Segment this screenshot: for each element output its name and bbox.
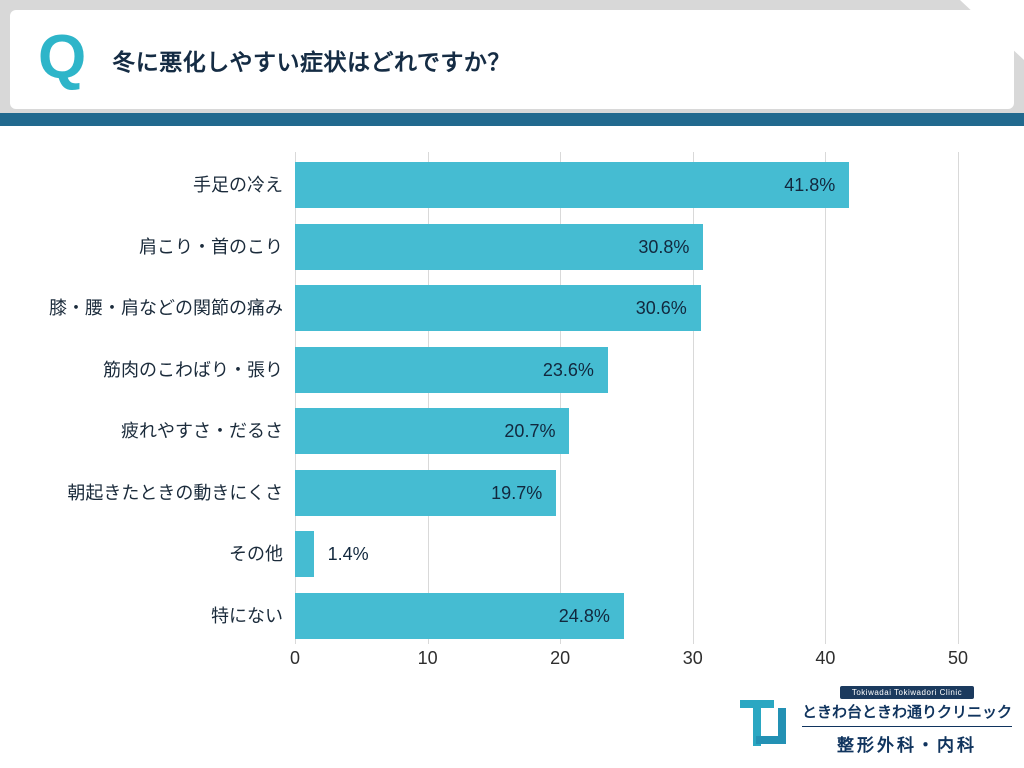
x-tick-label-0: 0 (289, 648, 300, 668)
x-tick-label-50: 50 (947, 648, 969, 668)
clinic-logo: Tokiwadai Tokiwadori Clinic ときわ台ときわ通りクリニ… (734, 686, 1012, 756)
bar-4 (295, 408, 570, 454)
value-label-1: 30.8% (638, 236, 690, 257)
bar-7 (295, 592, 624, 639)
bar-2 (295, 285, 701, 331)
clinic-logo-text: Tokiwadai Tokiwadori Clinic ときわ台ときわ通りクリニ… (801, 686, 1012, 756)
category-label-5: 朝起きたときの動きにくさ (67, 482, 283, 503)
gridline-40 (825, 152, 827, 644)
header-accent-stripe (0, 113, 1024, 126)
value-label-7: 24.8% (558, 605, 610, 626)
gridline-50 (958, 152, 959, 644)
value-label-6: 1.4% (327, 544, 369, 564)
gridline-30 (692, 152, 694, 644)
question-card: Q 冬に悪化しやすい症状はどれですか？ (10, 10, 1014, 109)
bar-3 (295, 346, 608, 393)
category-label-3: 筋肉のこわばり・張り (103, 359, 283, 380)
value-label-2: 30.6% (635, 298, 687, 318)
clinic-name-jp: ときわ台ときわ通りクリニック (801, 704, 1012, 721)
clinic-logo-icon (739, 700, 786, 746)
gridline-0 (295, 152, 296, 644)
x-tick-label-10: 10 (417, 648, 438, 668)
clinic-departments: 整形外科・内科 (836, 736, 977, 755)
value-label-0: 41.8% (784, 175, 836, 195)
category-label-2: 膝・腰・肩などの関節の痛み (49, 298, 283, 318)
gridline-10 (427, 152, 429, 644)
bar-5 (295, 469, 557, 516)
category-label-4: 疲れやすさ・だるさ (121, 421, 283, 441)
clinic-logo-divider (801, 726, 1012, 727)
bar-0 (295, 162, 850, 208)
question-q-icon: Q (38, 22, 87, 92)
question-title: 冬に悪化しやすい症状はどれですか？ (112, 48, 511, 75)
gridline-20 (560, 152, 562, 644)
value-label-5: 19.7% (491, 482, 543, 503)
bar-1 (295, 223, 704, 270)
category-label-1: 肩こり・首のこり (139, 236, 283, 257)
bar-6 (295, 531, 314, 577)
clinic-name-en: Tokiwadai Tokiwadori Clinic (839, 686, 975, 699)
category-label-0: 手足の冷え (193, 175, 283, 195)
x-tick-label-20: 20 (550, 648, 571, 668)
value-label-4: 20.7% (504, 421, 556, 441)
value-label-3: 23.6% (542, 359, 594, 380)
x-tick-label-30: 30 (682, 648, 703, 668)
x-tick-label-40: 40 (815, 648, 836, 668)
category-label-6: その他 (229, 544, 283, 564)
category-label-7: 特にない (211, 605, 283, 626)
